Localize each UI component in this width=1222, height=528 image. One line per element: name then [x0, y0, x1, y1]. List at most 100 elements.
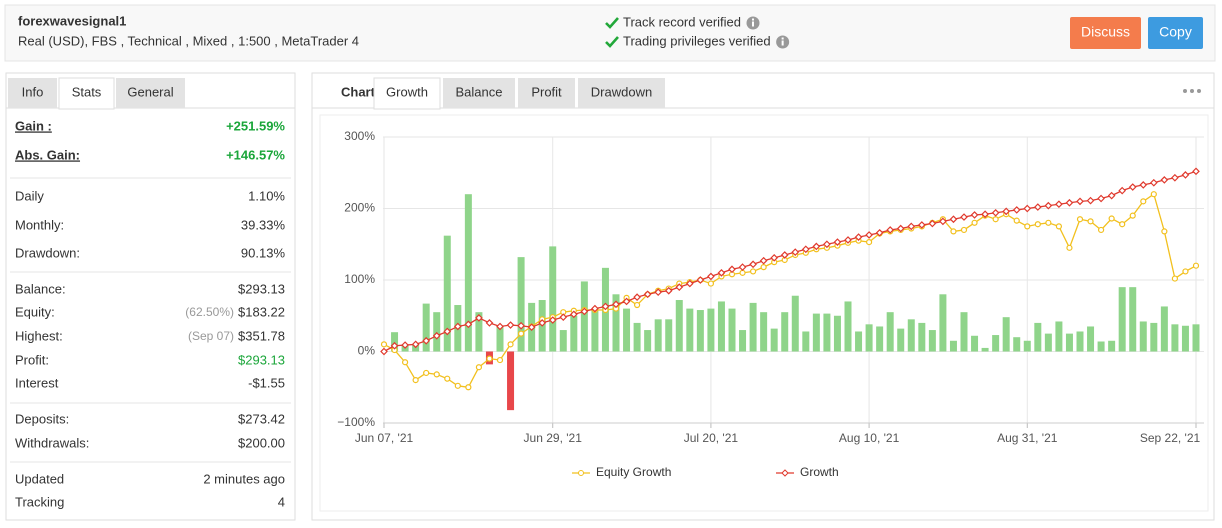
point-marker — [633, 293, 641, 302]
chart: −100% 0% 100% 200% 300% Jun 07, '21 Jun 29, '2… — [337, 129, 1204, 479]
point-marker — [601, 302, 610, 311]
tab[interactable] — [373, 77, 441, 110]
point-marker — [917, 221, 926, 229]
bar — [549, 246, 557, 352]
tab[interactable] — [116, 78, 185, 108]
bar — [992, 335, 1000, 352]
tab[interactable] — [58, 77, 115, 110]
point-marker — [1055, 223, 1063, 230]
bar — [760, 312, 768, 352]
point-marker — [685, 279, 694, 288]
more-menu[interactable] — [1183, 89, 1201, 93]
point-marker — [971, 219, 978, 226]
bar — [739, 330, 747, 352]
point-marker — [475, 314, 483, 322]
point-marker — [506, 321, 515, 329]
point-marker — [801, 245, 810, 254]
bar — [464, 194, 472, 352]
point-marker — [907, 222, 916, 231]
point-marker — [380, 347, 388, 356]
tab-label[interactable]: Profit — [531, 84, 562, 99]
bar — [791, 295, 799, 352]
stat-value: -$1.55 — [248, 375, 285, 390]
verification-text: Trading privileges verified — [623, 33, 771, 48]
header-bar — [4, 4, 1216, 62]
point-marker — [1171, 173, 1179, 182]
bar — [1181, 325, 1189, 352]
tab-label[interactable]: General — [127, 84, 173, 99]
bar — [770, 328, 778, 352]
point-marker — [1034, 221, 1041, 228]
bar — [1108, 340, 1116, 352]
stat-label: Interest — [15, 375, 59, 390]
point-marker — [707, 272, 715, 281]
point-marker — [823, 240, 831, 249]
point-marker — [1055, 200, 1063, 209]
point-marker — [633, 301, 641, 309]
button[interactable] — [1070, 17, 1141, 49]
legend-marker — [781, 469, 789, 477]
point-marker — [411, 340, 420, 349]
y-tick-label: 0% — [358, 344, 376, 358]
point-marker — [517, 330, 525, 337]
point-marker — [1119, 221, 1126, 228]
bar — [686, 308, 694, 352]
point-marker — [1161, 228, 1168, 235]
point-marker — [749, 260, 757, 269]
point-marker — [1181, 171, 1190, 179]
bar — [971, 335, 979, 352]
tab-label[interactable]: Drawdown — [591, 84, 652, 99]
point-marker — [664, 286, 673, 295]
point-marker — [844, 236, 852, 244]
stat-label: Abs. Gain: — [15, 147, 80, 162]
stat-label: Balance: — [15, 281, 66, 296]
button[interactable] — [1148, 17, 1203, 49]
tab-label[interactable]: Stats — [72, 84, 102, 99]
bar — [802, 331, 810, 352]
chart-frame — [319, 114, 1209, 512]
tab-label[interactable]: Growth — [386, 84, 428, 99]
bar — [897, 328, 905, 352]
bar — [644, 330, 652, 352]
button-label[interactable]: Discuss — [1081, 24, 1130, 40]
bar — [1013, 337, 1021, 352]
point-marker — [865, 231, 873, 239]
tab[interactable] — [578, 78, 665, 108]
point-marker — [517, 321, 525, 330]
stat-label: Daily — [15, 188, 44, 203]
point-marker — [1140, 198, 1147, 205]
tab-label[interactable]: Info — [22, 84, 44, 99]
tab[interactable] — [518, 78, 575, 108]
legend-label[interactable]: Equity Growth — [596, 465, 671, 479]
point-marker — [1066, 244, 1073, 251]
point-marker — [1097, 226, 1105, 234]
bar — [886, 312, 894, 352]
bar — [443, 235, 451, 352]
y-tick-label: 100% — [344, 272, 375, 286]
legend-label[interactable]: Growth — [800, 465, 839, 479]
tab[interactable] — [8, 78, 57, 108]
dot — [1190, 89, 1194, 93]
check-icon — [605, 17, 619, 29]
point-marker — [1033, 203, 1042, 211]
tab-label[interactable]: Balance — [456, 84, 503, 99]
button-label[interactable]: Copy — [1159, 24, 1192, 40]
bar — [675, 300, 683, 352]
point-marker — [949, 215, 958, 224]
bar — [1129, 287, 1137, 352]
point-marker — [1076, 216, 1084, 223]
point-marker — [780, 251, 789, 259]
stat-value: 90.13% — [241, 245, 286, 260]
stat-value: +146.57% — [226, 147, 285, 162]
point-marker — [1192, 167, 1200, 176]
point-marker — [1118, 186, 1127, 195]
point-marker — [390, 341, 399, 350]
point-marker — [454, 382, 461, 389]
chart-panel — [311, 72, 1215, 521]
point-marker — [960, 226, 968, 234]
stat-label: Tracking — [15, 494, 64, 509]
point-marker — [875, 228, 884, 237]
tab[interactable] — [443, 78, 515, 108]
stat-value: 1.10% — [248, 188, 285, 203]
stat-value: 39.33% — [241, 217, 286, 232]
